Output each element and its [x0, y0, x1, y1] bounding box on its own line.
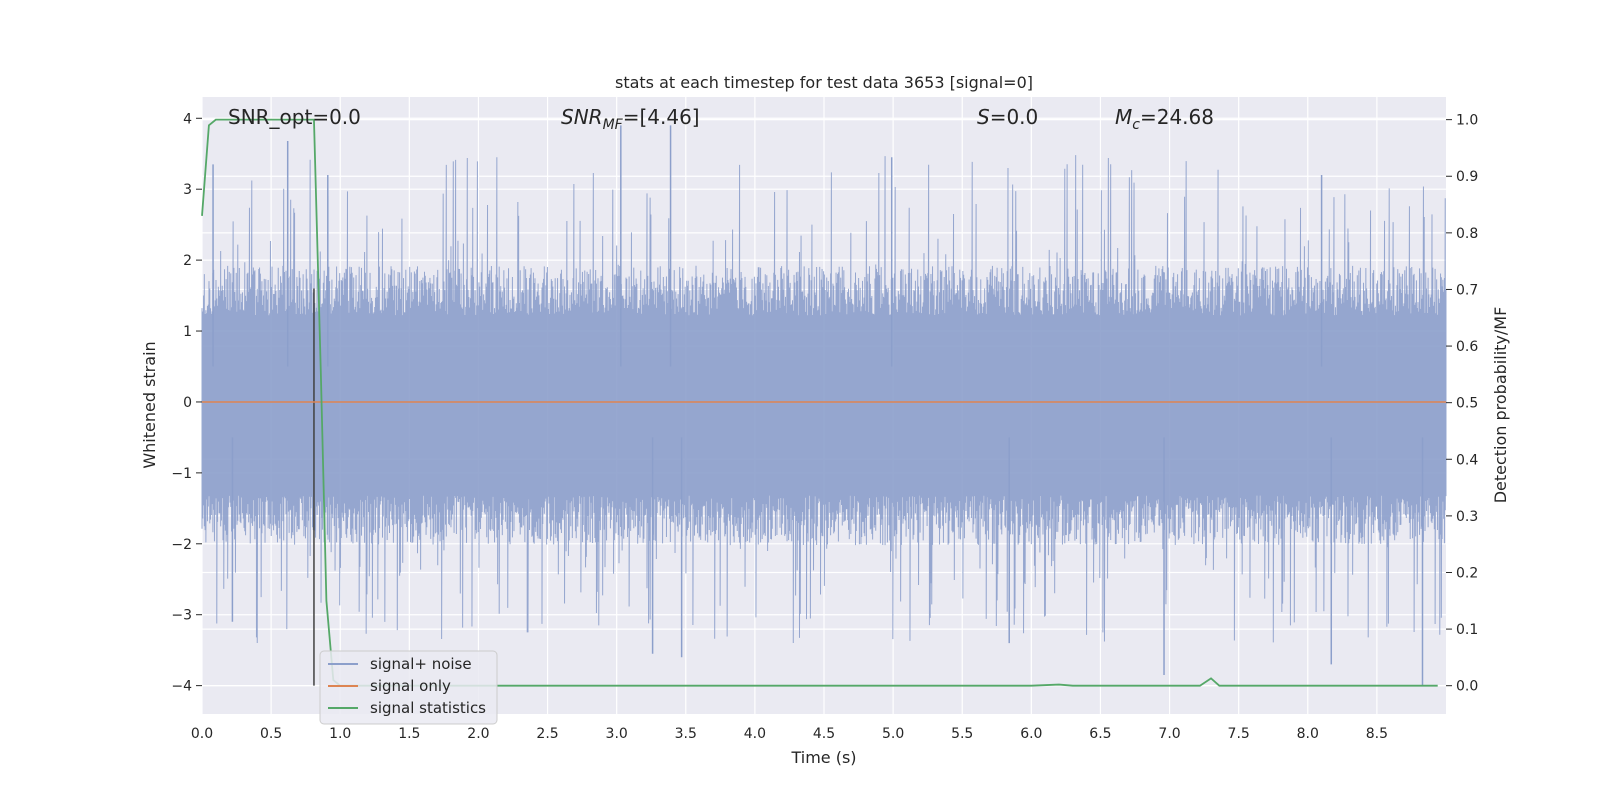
x-tick-label: 3.5 — [675, 726, 697, 742]
legend-label-statistics: signal statistics — [370, 699, 486, 717]
x-tick-label: 8.5 — [1366, 726, 1388, 742]
x-tick-label: 5.0 — [882, 726, 904, 742]
y-tick-label-right: 0.1 — [1456, 622, 1478, 638]
annotation-mc-value: =24.68 — [1140, 105, 1214, 129]
y-tick-label-right: 0.8 — [1456, 226, 1478, 242]
x-tick-label: 3.0 — [606, 726, 628, 742]
y-tick-label-left: −1 — [171, 466, 192, 482]
statistics-series — [201, 118, 1438, 687]
annotation-mc: Mc=24.68 — [1115, 105, 1214, 133]
y-tick-label-left: −4 — [171, 679, 192, 695]
x-tick-label: 4.0 — [744, 726, 766, 742]
x-tick-label: 4.5 — [813, 726, 835, 742]
annotation-s: S=0.0 — [977, 105, 1038, 129]
chart-title: stats at each timestep for test data 365… — [615, 73, 1033, 92]
y-tick-label-left: 0 — [183, 395, 192, 411]
y-tick-label-left: 1 — [183, 324, 192, 340]
annotation-snr-mf-value: =[4.46] — [623, 105, 700, 129]
y-tick-label-left: 2 — [183, 253, 192, 269]
x-tick-label: 6.0 — [1020, 726, 1042, 742]
y-tick-label-right: 0.0 — [1456, 679, 1478, 695]
y-tick-label-left: −3 — [171, 608, 192, 624]
x-axis-label: Time (s) — [790, 748, 856, 767]
x-tick-label: 2.0 — [467, 726, 489, 742]
noise-series — [201, 125, 1447, 686]
x-tick-label: 0.0 — [191, 726, 213, 742]
y-tick-label-right: 0.2 — [1456, 565, 1478, 581]
x-tick-label: 2.5 — [536, 726, 558, 742]
legend-label-noise: signal+ noise — [370, 655, 472, 673]
y-axis-label-left: Whitened strain — [140, 341, 159, 468]
y-axis-label-right: Detection probability/MF — [1491, 307, 1510, 504]
y-tick-label-left: 4 — [183, 111, 192, 127]
legend-box — [319, 650, 498, 725]
legend: signal+ noise signal only signal statist… — [319, 650, 498, 725]
axis-ticks: 0.0 0.5 1.0 1.5 2.0 2.5 3.0 3.5 4.0 4.5 5.0 5.5 6.0 6… — [171, 111, 1478, 742]
x-tick-label: 7.5 — [1228, 726, 1250, 742]
y-tick-label-right: 0.3 — [1456, 509, 1478, 525]
y-tick-label-left: −2 — [171, 537, 192, 553]
statistics-line — [201, 118, 1438, 687]
y-tick-label-right: 0.5 — [1456, 396, 1478, 412]
x-tick-label: 0.5 — [260, 726, 282, 742]
annotation-mc-symbol: M — [1115, 105, 1132, 129]
annotation-mc-subscript: c — [1132, 117, 1140, 133]
noise-trace — [201, 155, 1447, 644]
annotation-snr-mf: SNRMF=[4.46] — [561, 105, 700, 133]
x-tick-label: 6.5 — [1089, 726, 1111, 742]
annotation-snr-opt: SNR_opt=0.0 — [228, 105, 361, 129]
y-tick-label-right: 0.9 — [1456, 169, 1478, 185]
y-tick-label-right: 1.0 — [1456, 113, 1478, 129]
annotation-snr-mf-subscript: MF — [603, 117, 624, 133]
annotation-s-value: =0.0 — [990, 105, 1039, 129]
x-tick-label: 8.0 — [1297, 726, 1319, 742]
y-tick-label-right: 0.7 — [1456, 282, 1478, 298]
y-tick-label-right: 0.6 — [1456, 339, 1478, 355]
x-tick-label: 7.0 — [1158, 726, 1180, 742]
annotation-snr-mf-symbol: SNR — [561, 105, 603, 129]
x-tick-label: 1.0 — [329, 726, 351, 742]
x-tick-label: 1.5 — [398, 726, 420, 742]
y-tick-label-left: 3 — [183, 182, 192, 198]
y-tick-label-right: 0.4 — [1456, 452, 1478, 468]
x-tick-label: 5.5 — [951, 726, 973, 742]
annotation-s-symbol: S — [977, 105, 990, 129]
legend-label-signal: signal only — [370, 677, 451, 695]
